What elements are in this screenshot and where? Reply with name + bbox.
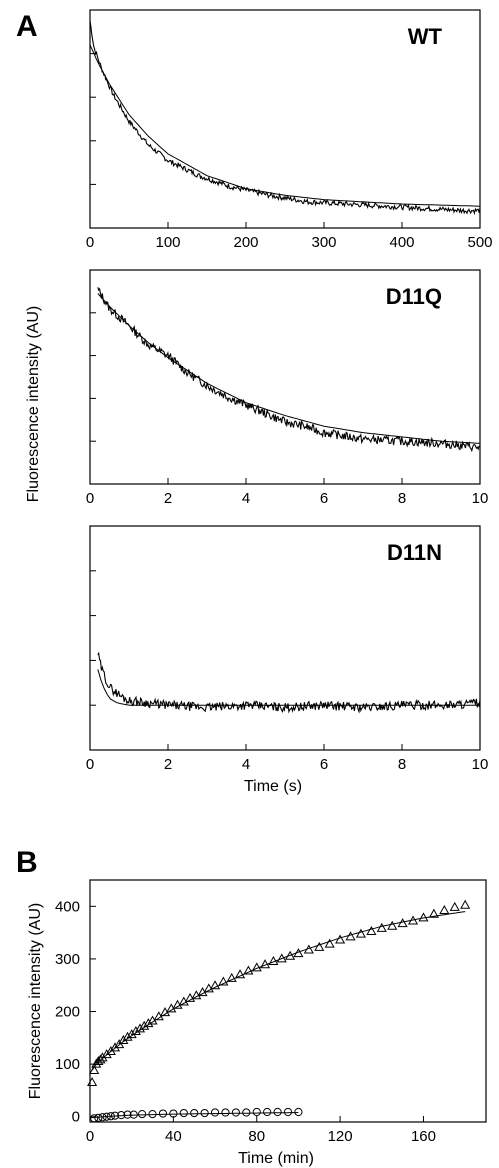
circle-point [283, 1107, 293, 1117]
triangle-point [139, 1020, 150, 1030]
x-tick-label: 10 [472, 490, 489, 507]
panel-a-y-axis-label: Fluorescence intensity (AU) [25, 306, 42, 503]
circle-point [90, 1114, 99, 1123]
circle-point [179, 1108, 188, 1118]
chart-1: 0 100 200 300 400 500 WT [86, 9, 493, 251]
triangle-point [387, 920, 398, 930]
circle-point [294, 1107, 303, 1117]
x-tick-label: 0 [86, 1128, 94, 1145]
x-tick-label: 0 [86, 234, 94, 251]
panel-title: D11Q [386, 284, 442, 309]
circle-point [138, 1110, 147, 1119]
triangle-point [209, 980, 221, 990]
triangle-point [95, 1054, 106, 1064]
x-tick-label: 120 [328, 1128, 353, 1145]
triangle-point [285, 950, 296, 960]
data-trace [97, 651, 481, 714]
panel-b-letter: B [16, 846, 38, 879]
x-tick-label: 2 [164, 756, 172, 773]
x-tick-label: 200 [233, 234, 258, 251]
x-tick-label: 500 [467, 234, 492, 251]
circle-point [263, 1107, 272, 1117]
circle-point [190, 1108, 199, 1118]
triangle-point [87, 1077, 98, 1087]
triangle-point [376, 922, 387, 932]
triangle-point [184, 992, 196, 1002]
y-axis-label: Fluorescence intensity (AU) [27, 903, 44, 1100]
circle-point [242, 1108, 251, 1117]
triangle-point [243, 965, 254, 975]
x-tick-label: 6 [320, 490, 328, 507]
circle-point [273, 1107, 282, 1117]
panel-title: WT [408, 24, 443, 49]
triangle-point [335, 934, 346, 944]
fit-curve [97, 669, 480, 706]
x-tick-label: 160 [411, 1128, 436, 1145]
circle-point [123, 1110, 132, 1119]
x-tick-label: 4 [242, 490, 250, 507]
triangle-point [218, 976, 229, 986]
triangle-point [449, 901, 460, 911]
triangle-point [101, 1049, 112, 1059]
triangle-point [366, 926, 377, 936]
triangle-point [226, 972, 237, 982]
triangle-point [460, 899, 471, 909]
circle-point [200, 1108, 209, 1118]
y-tick-label: 100 [55, 1056, 80, 1073]
plot-frame [89, 269, 481, 485]
triangle-point [439, 904, 450, 915]
plot-frame [89, 525, 481, 751]
chart-3: 0 2 4 6 8 10 D11N Time (s) [86, 525, 489, 795]
y-tick-label: 300 [55, 951, 80, 968]
x-tick-label: 400 [389, 234, 414, 251]
triangle-point [235, 969, 246, 979]
x-tick-label: 100 [155, 234, 180, 251]
chart-4: 0 40 80 120 160 0 100 200 300 400 Time (min) Fluore… [27, 879, 487, 1167]
fit-curve [89, 44, 481, 207]
chart-2: 0 2 4 6 8 10 D11Q [86, 269, 489, 507]
x-tick-label: 10 [472, 756, 489, 773]
panel-title: D11N [387, 540, 442, 565]
y-tick-label: 400 [55, 898, 80, 915]
triangle-point [314, 941, 325, 951]
circle-point [158, 1109, 168, 1118]
triangle-point [130, 1025, 141, 1036]
x-tick-label: 8 [398, 490, 406, 507]
circle-point [169, 1109, 178, 1118]
fit-curve [91, 911, 466, 1071]
data-trace [97, 287, 480, 453]
x-tick-label: 300 [311, 234, 336, 251]
x-tick-label: 4 [242, 756, 250, 773]
circle-point [252, 1107, 261, 1117]
x-tick-label: 0 [86, 756, 94, 773]
x-axis-label: Time (s) [244, 778, 302, 795]
x-tick-label: 80 [248, 1128, 265, 1145]
y-tick-label: 0 [72, 1109, 80, 1126]
plot-frame [89, 879, 487, 1123]
x-tick-label: 2 [164, 490, 172, 507]
x-tick-label: 8 [398, 756, 406, 773]
triangle-point [324, 938, 335, 948]
y-tick-label: 200 [55, 1004, 80, 1021]
x-tick-label: 0 [86, 490, 94, 507]
triangle-point [134, 1023, 146, 1033]
circle-point [221, 1108, 230, 1117]
fit-curve [89, 1112, 299, 1119]
x-axis-label: Time (min) [238, 1150, 314, 1167]
data-trace [89, 20, 481, 216]
triangle-point [428, 908, 439, 918]
triangle-point [355, 928, 367, 938]
x-tick-label: 40 [165, 1128, 182, 1145]
panel-a-letter: A [16, 10, 38, 43]
circle-point [231, 1108, 240, 1117]
x-tick-label: 6 [320, 756, 328, 773]
fit-curve [97, 293, 481, 444]
plot-frame [89, 9, 481, 229]
circle-point [210, 1108, 220, 1117]
